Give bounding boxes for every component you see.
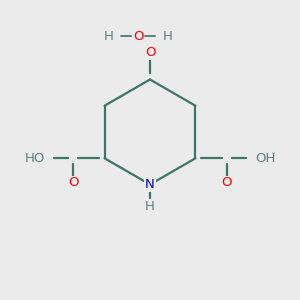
Text: O: O (145, 46, 155, 59)
Text: O: O (222, 176, 232, 189)
Text: OH: OH (255, 152, 275, 165)
Text: O: O (68, 176, 78, 189)
Text: H: H (145, 200, 155, 213)
Text: O: O (133, 29, 143, 43)
Text: H: H (163, 29, 172, 43)
Text: H: H (103, 29, 113, 43)
Text: N: N (145, 178, 155, 191)
Text: HO: HO (25, 152, 45, 165)
